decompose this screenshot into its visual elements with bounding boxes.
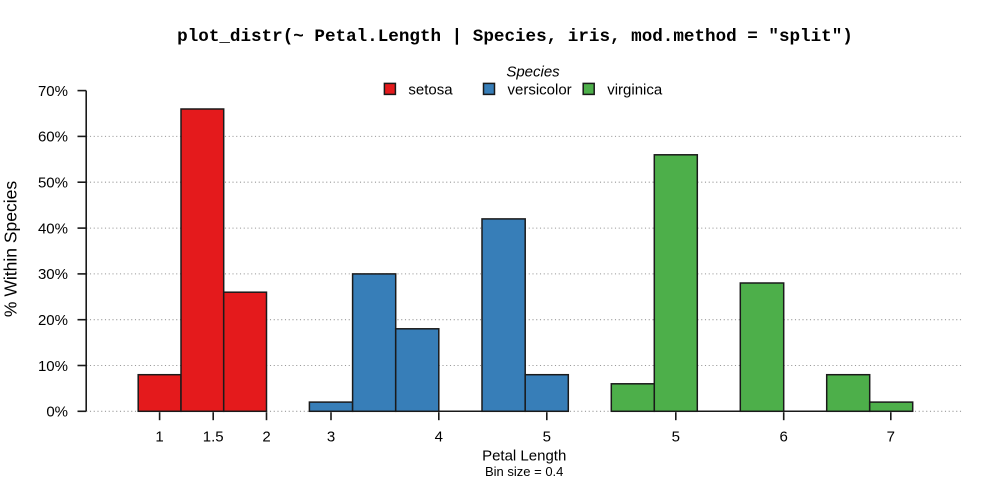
- svg-text:10%: 10%: [38, 358, 68, 375]
- svg-text:5: 5: [672, 429, 680, 446]
- svg-text:Petal Length: Petal Length: [482, 447, 566, 464]
- svg-text:1.5: 1.5: [203, 429, 224, 446]
- svg-text:5: 5: [543, 429, 551, 446]
- svg-text:3: 3: [327, 429, 335, 446]
- svg-text:6: 6: [780, 429, 788, 446]
- svg-text:setosa: setosa: [408, 82, 453, 99]
- svg-text:0%: 0%: [46, 404, 68, 421]
- svg-text:versicolor: versicolor: [508, 82, 572, 99]
- svg-text:% Within Species: % Within Species: [1, 181, 21, 317]
- svg-text:20%: 20%: [38, 312, 68, 329]
- svg-text:30%: 30%: [38, 266, 68, 283]
- svg-text:plot_distr(~ Petal.Length | Sp: plot_distr(~ Petal.Length | Species, iri…: [177, 27, 853, 47]
- svg-text:7: 7: [887, 429, 895, 446]
- svg-text:Bin size = 0.4: Bin size = 0.4: [485, 464, 563, 479]
- svg-text:1: 1: [155, 429, 163, 446]
- svg-text:60%: 60%: [38, 129, 68, 146]
- svg-text:Species: Species: [506, 64, 560, 81]
- svg-text:70%: 70%: [38, 83, 68, 100]
- svg-text:40%: 40%: [38, 220, 68, 237]
- svg-text:2: 2: [262, 429, 270, 446]
- svg-text:50%: 50%: [38, 175, 68, 192]
- svg-text:4: 4: [435, 429, 443, 446]
- svg-text:virginica: virginica: [607, 82, 663, 99]
